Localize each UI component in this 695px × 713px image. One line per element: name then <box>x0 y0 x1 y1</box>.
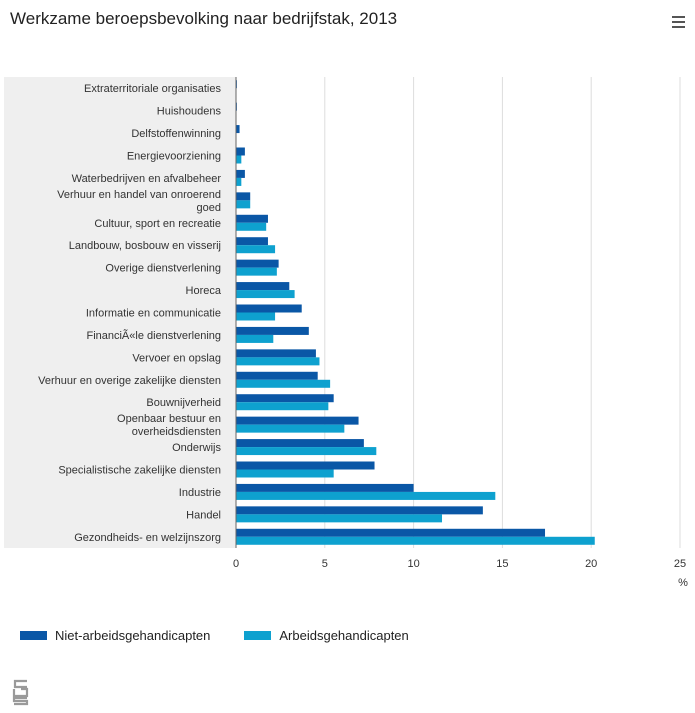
category-label: Verhuur en handel van onroerend <box>57 189 221 201</box>
bar-series-1 <box>236 506 483 515</box>
bar-series-2 <box>236 514 443 523</box>
bar-series-2 <box>236 245 276 254</box>
x-tick-label: 20 <box>585 558 597 570</box>
legend-label-series-1: Niet-arbeidsgehandicapten <box>55 628 211 643</box>
bar-series-2 <box>236 424 345 433</box>
bar-chart: 0 5 10 15 20 25% Extraterritoriale organisatie… <box>4 77 688 589</box>
bar-series-2 <box>236 177 242 186</box>
bar-series-1 <box>236 259 279 268</box>
bar-series-2 <box>236 379 331 388</box>
category-label: Specialistische zakelijke diensten <box>58 465 221 477</box>
x-tick-label: 5 <box>322 558 328 570</box>
bar-series-2 <box>236 267 277 276</box>
bar-series-1 <box>236 237 268 246</box>
bar-series-1 <box>236 169 245 178</box>
category-label: Industrie <box>179 487 221 499</box>
category-label: Gezondheids- en welzijnszorg <box>74 532 221 544</box>
bar-series-2 <box>236 447 377 456</box>
category-label: Energievoorziening <box>127 151 221 163</box>
legend-item-series-2[interactable]: Arbeidsgehandicapten <box>244 628 409 643</box>
category-label: Extraterritoriale organisaties <box>84 83 221 95</box>
category-label: Bouwnijverheid <box>146 397 221 409</box>
legend-item-series-1[interactable]: Niet-arbeidsgehandicapten <box>20 628 210 643</box>
legend-swatch-series-1 <box>20 631 47 640</box>
x-tick-label: 15 <box>496 558 508 570</box>
bar-series-1 <box>236 125 240 134</box>
bar-series-2 <box>236 357 320 366</box>
x-tick-label: 10 <box>407 558 419 570</box>
bar-series-1 <box>236 394 334 403</box>
bar-series-1 <box>236 483 414 492</box>
bar-series-2 <box>236 491 496 500</box>
bar-series-1 <box>236 416 359 425</box>
bar-series-1 <box>236 282 290 291</box>
bar-series-2 <box>236 155 242 164</box>
category-label: Vervoer en opslag <box>132 352 221 364</box>
bar-series-1 <box>236 528 546 537</box>
bar-series-2 <box>236 334 274 343</box>
bar-series-2 <box>236 290 295 299</box>
bar-series-1 <box>236 214 268 223</box>
cbs-logo-icon <box>12 679 29 706</box>
bar-series-1 <box>236 371 318 380</box>
category-label: overheidsdiensten <box>132 426 221 438</box>
category-label: Overige dienstverlening <box>105 263 221 275</box>
category-label: Verhuur en overige zakelijke diensten <box>38 375 221 387</box>
bar-series-2 <box>236 536 595 545</box>
bar-series-1 <box>236 192 251 201</box>
category-label: Waterbedrijven en afvalbeheer <box>72 173 222 185</box>
category-label-panel <box>4 77 236 548</box>
bar-series-2 <box>236 200 251 209</box>
category-label: Horeca <box>186 285 222 297</box>
bar-series-2 <box>236 312 276 321</box>
bar-series-1 <box>236 326 309 335</box>
category-label: goed <box>197 202 221 214</box>
legend-swatch-series-2 <box>244 631 272 640</box>
category-label: Delfstoffenwinning <box>131 128 221 140</box>
x-tick-label: 0 <box>233 558 239 570</box>
category-label: Handel <box>186 509 221 521</box>
category-label: FinanciÃ«le dienstverlening <box>86 329 221 342</box>
category-label: Openbaar bestuur en <box>117 413 221 425</box>
category-label: Cultuur, sport en recreatie <box>94 218 221 230</box>
bar-series-1 <box>236 304 302 313</box>
x-axis-label: % <box>678 577 688 589</box>
category-label: Onderwijs <box>172 442 221 454</box>
menu-icon[interactable] <box>672 16 685 28</box>
category-label: Landbouw, bosbouw en visserij <box>69 240 221 252</box>
x-tick-label: 25 <box>674 558 686 570</box>
bar-series-2 <box>236 222 267 231</box>
bar-series-1 <box>236 461 375 470</box>
bar-series-2 <box>236 402 329 411</box>
chart-title: Werkzame beroepsbevolking naar bedrijfst… <box>10 9 398 28</box>
bar-series-1 <box>236 349 316 358</box>
bar-series-1 <box>236 439 364 448</box>
bar-series-1 <box>236 147 245 156</box>
category-label: Informatie en communicatie <box>86 308 221 320</box>
legend-label-series-2: Arbeidsgehandicapten <box>279 628 409 643</box>
category-label: Huishoudens <box>157 106 222 118</box>
bar-series-2 <box>236 469 334 478</box>
legend: Niet-arbeidsgehandicapten Arbeidsgehandi… <box>20 628 409 643</box>
